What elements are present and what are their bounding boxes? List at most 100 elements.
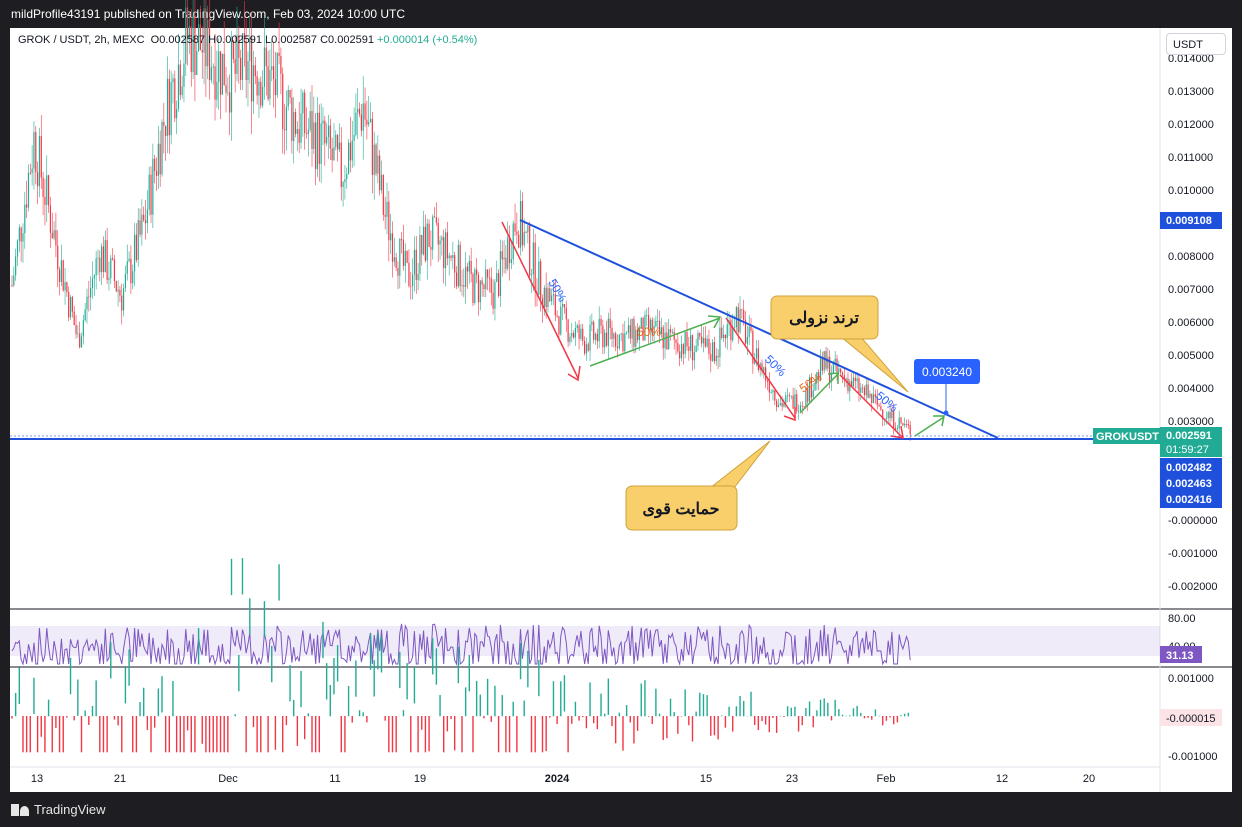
candle-body [106, 240, 108, 280]
candle-body [154, 158, 156, 172]
macd-bar [889, 716, 891, 718]
candle-body [596, 333, 598, 342]
candle-body [529, 225, 531, 276]
chart-frame[interactable] [10, 28, 1232, 792]
macd-bar [314, 716, 317, 753]
candle-body [437, 222, 439, 245]
rsi-line[interactable] [11, 623, 911, 666]
macd-bar [190, 716, 192, 753]
candle-body [349, 142, 352, 161]
candle-body [450, 255, 452, 259]
candle-body [38, 136, 41, 187]
candle-body [721, 327, 723, 338]
candle-body [283, 129, 286, 131]
candle-body [856, 378, 858, 382]
candle-body [580, 328, 582, 339]
macd-bar [435, 648, 438, 685]
macd-bar [47, 699, 50, 717]
candle-body [675, 339, 677, 344]
candle-body [214, 66, 216, 100]
macd-bar [208, 716, 211, 753]
candle-body [863, 387, 866, 396]
macd-bar [494, 685, 496, 717]
candle-body [366, 119, 368, 125]
time-axis[interactable]: 13 21 Dec 11 19 2024 15 23 Feb 12 20 [31, 773, 1095, 785]
legend-open: O0.002587 [150, 34, 206, 46]
candle-body [315, 122, 317, 170]
currency-button[interactable]: USDT [1166, 33, 1226, 55]
candle-body [622, 333, 624, 352]
price-tick: -0.001000 [1168, 548, 1218, 560]
macd-bar [73, 716, 75, 721]
candle-body [452, 255, 454, 259]
candle-body [254, 65, 256, 77]
candle-body [600, 318, 602, 326]
macd-bar [783, 716, 785, 717]
macd-bar [139, 702, 141, 717]
macd-bar [347, 686, 350, 717]
candle-body [174, 78, 176, 119]
candle-body [551, 295, 553, 302]
macd-bar [55, 716, 57, 728]
macd-bar [732, 716, 734, 732]
price-axis[interactable]: 0.014000 0.013000 0.012000 0.011000 0.01… [1168, 53, 1218, 593]
candle-body [763, 367, 765, 372]
candle-body [44, 196, 46, 205]
macd-bar [69, 657, 72, 695]
candle-body [712, 342, 714, 361]
macd-bar [22, 716, 24, 753]
candle-body [690, 335, 692, 351]
candle-body [743, 309, 745, 321]
candle-body [589, 324, 591, 351]
candle-body [796, 394, 798, 412]
support-callout-box[interactable] [625, 485, 738, 531]
candle-body [194, 14, 196, 76]
candle-body [609, 318, 611, 328]
macd-tick-bottom: -0.001000 [1168, 751, 1218, 763]
candle-body [547, 288, 549, 308]
downtrend-line[interactable] [519, 219, 999, 439]
macd-bar [896, 716, 899, 723]
symbol-legend[interactable]: GROK / USDT, 2h, MEXC O0.002587 H0.00259… [18, 34, 477, 46]
macd-bar [527, 650, 529, 688]
macd-bar [830, 716, 833, 721]
macd-bar [344, 716, 346, 753]
macd-bar [479, 694, 481, 717]
candle-body [219, 51, 222, 95]
candle-body [307, 129, 309, 134]
candle-body [715, 355, 717, 362]
green-arrows [589, 315, 945, 437]
macd-bar [863, 716, 866, 719]
macd-bar [699, 692, 701, 717]
candle-body [57, 245, 59, 270]
macd-bar [395, 716, 397, 753]
trend-callout-box[interactable] [770, 295, 879, 340]
macd-bar [106, 716, 108, 753]
legend-low: L0.002587 [265, 34, 318, 46]
candle-body [444, 232, 447, 269]
candle-body [126, 261, 128, 274]
target-point[interactable] [943, 410, 949, 416]
macd-bar [666, 716, 668, 739]
candle-body [355, 112, 357, 135]
candle-body [391, 233, 394, 262]
candle-body [455, 272, 458, 287]
macd-bar [88, 716, 90, 725]
macd-bar [172, 680, 174, 717]
macd-bar [717, 716, 719, 740]
macd-bar [274, 716, 277, 750]
candle-body [732, 327, 734, 341]
candle-body [660, 327, 662, 335]
candle-body [238, 35, 240, 58]
candle-body [397, 267, 399, 276]
target-label-box[interactable] [914, 359, 980, 384]
macd-bar [157, 688, 160, 717]
candle-body [304, 92, 306, 134]
candle-body [113, 259, 116, 282]
candle-body [904, 423, 906, 426]
tradingview-logo[interactable]: TradingView [11, 802, 106, 817]
candle-body [457, 244, 459, 287]
macd-bar [567, 716, 569, 753]
macd-bar [150, 716, 152, 753]
